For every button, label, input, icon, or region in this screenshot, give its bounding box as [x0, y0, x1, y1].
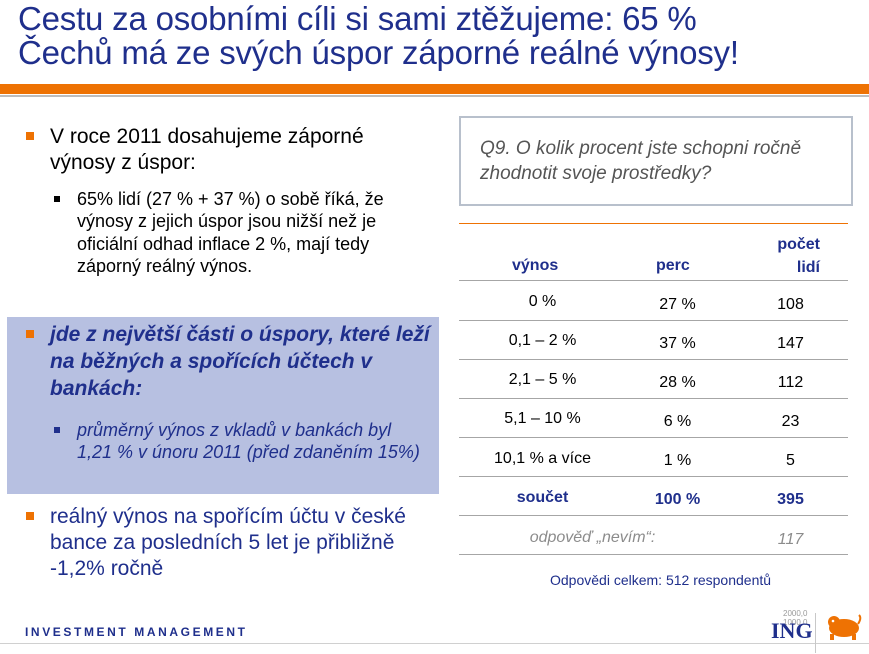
bullet-2: jde z největší části o úspory, které lež…: [50, 323, 430, 400]
page-title: Cestu za osobními cíli si sami ztěžujeme…: [18, 2, 868, 70]
table-header-pocet: počet lidí: [777, 236, 820, 276]
table-row-divider: [459, 476, 848, 477]
bullet-3: reálný výnos na spořícím účtu v české ba…: [50, 505, 406, 580]
table-dont-know-label: odpověď „nevím“:: [529, 529, 656, 546]
title-divider: [0, 95, 869, 97]
bullet-marker-1: [26, 132, 34, 140]
table-cell: 23: [781, 413, 800, 430]
table-cell: 108: [777, 296, 804, 313]
question-text: Q9. O kolik procent jste schopni ročně z…: [480, 138, 802, 184]
table-cell: 147: [777, 335, 804, 352]
table-row-divider: [459, 359, 848, 360]
table-bottom-border: [459, 554, 848, 555]
question-box: Q9. O kolik procent jste schopni ročně z…: [459, 116, 853, 206]
highlight-box: [7, 317, 439, 494]
table-row-divider: [459, 437, 848, 438]
table-total-count: 395: [777, 491, 804, 508]
bullet-1: V roce 2011 dosahujeme záporné výnosy z …: [50, 125, 364, 174]
title-orange-bar: [0, 84, 869, 94]
table-row-divider: [459, 398, 848, 399]
sub-bullet-marker-1: [54, 196, 60, 202]
footer-divider: [0, 643, 869, 644]
title-line-2: Čechů má ze svých úspor záporné reálné v…: [18, 34, 739, 71]
footer-investment-management: INVESTMENT MANAGEMENT: [25, 625, 248, 639]
table-total-label: součet: [516, 489, 569, 506]
ing-logo: ING: [771, 618, 813, 643]
ing-lion-icon: [828, 614, 862, 640]
footer-watermark: 2000,0 1000,0: [783, 609, 808, 627]
table-header-vynos: výnos: [512, 257, 559, 274]
bullet-marker-2: [26, 330, 34, 338]
bullet-marker-3: [26, 512, 34, 520]
table-header-perc: perc: [656, 257, 690, 274]
respondents-total: Odpovědi celkem: 512 respondentů: [550, 572, 772, 588]
table-header-divider: [459, 280, 848, 281]
title-line-1: Cestu za osobními cíli si sami ztěžujeme…: [18, 0, 697, 37]
table-top-border: [459, 223, 848, 224]
table-dont-know-count: 117: [777, 531, 804, 548]
table-cell: 1 %: [663, 452, 692, 469]
sub-bullet-2: průměrný výnos z vkladů v bankách byl 1,…: [77, 420, 420, 463]
table-cell: 5,1 – 10 %: [504, 410, 581, 427]
table-cell: 0,1 – 2 %: [508, 332, 577, 349]
sub-bullet-marker-2: [54, 427, 60, 433]
table-cell: 37 %: [659, 335, 696, 352]
table-row-divider: [459, 320, 848, 321]
table-cell: 10,1 % a více: [494, 450, 591, 467]
footer-logo-separator: [815, 613, 816, 653]
table-cell: 2,1 – 5 %: [508, 371, 577, 388]
table-cell: 6 %: [663, 413, 692, 430]
table-cell: 28 %: [659, 374, 696, 391]
table-row-divider: [459, 515, 848, 516]
table-cell: 27 %: [659, 296, 696, 313]
table-total-perc: 100 %: [654, 491, 701, 508]
sub-bullet-1: 65% lidí (27 % + 37 %) o sobě říká, že v…: [77, 189, 384, 277]
table-cell: 0 %: [528, 293, 557, 310]
table-cell: 112: [777, 374, 804, 391]
table-cell: 5: [786, 452, 795, 469]
